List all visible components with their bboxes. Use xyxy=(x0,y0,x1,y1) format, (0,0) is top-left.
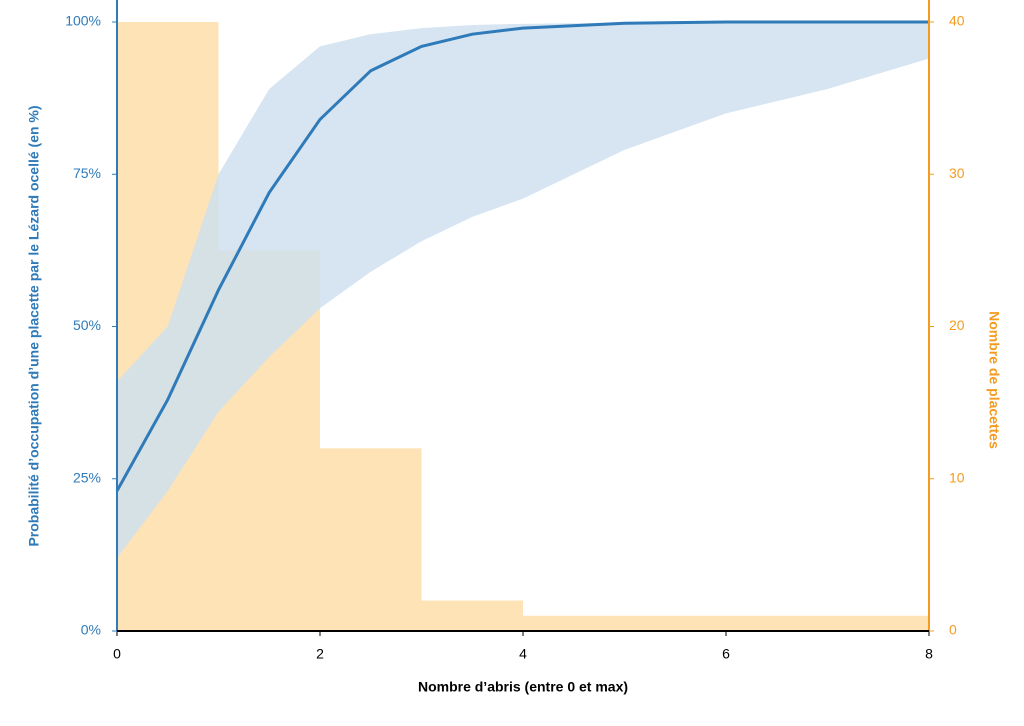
y2-tick-label: 30 xyxy=(949,165,965,181)
y-tick-label: 25% xyxy=(73,469,101,485)
y2-tick-label: 10 xyxy=(949,469,965,485)
histogram-bar xyxy=(827,615,929,631)
y-tick-label: 75% xyxy=(73,165,101,181)
histogram-bar xyxy=(320,448,422,631)
y2-tick-label: 20 xyxy=(949,317,965,333)
histogram-bar xyxy=(624,615,726,631)
x-axis-label: Nombre d’abris (entre 0 et max) xyxy=(418,679,628,695)
y-tick-label: 50% xyxy=(73,317,101,333)
x-tick-label: 2 xyxy=(316,646,324,662)
histogram-bar xyxy=(523,615,625,631)
y-tick-label: 0% xyxy=(81,622,101,638)
y-axis-label: Probabilité d’occupation d’une placette … xyxy=(26,105,42,546)
y2-tick-label: 40 xyxy=(949,13,965,29)
y2-axis-label: Nombre de placettes xyxy=(986,311,1002,449)
y2-tick-label: 0 xyxy=(949,622,957,638)
y-tick-label: 100% xyxy=(65,13,101,29)
probability-line xyxy=(115,20,929,492)
histogram-bar xyxy=(421,600,523,631)
x-tick-label: 4 xyxy=(519,646,527,662)
histogram-bar xyxy=(726,615,828,631)
x-tick-label: 0 xyxy=(113,646,121,662)
x-tick-label: 8 xyxy=(925,646,933,662)
x-tick-label: 6 xyxy=(722,646,730,662)
confidence-band xyxy=(117,22,929,558)
